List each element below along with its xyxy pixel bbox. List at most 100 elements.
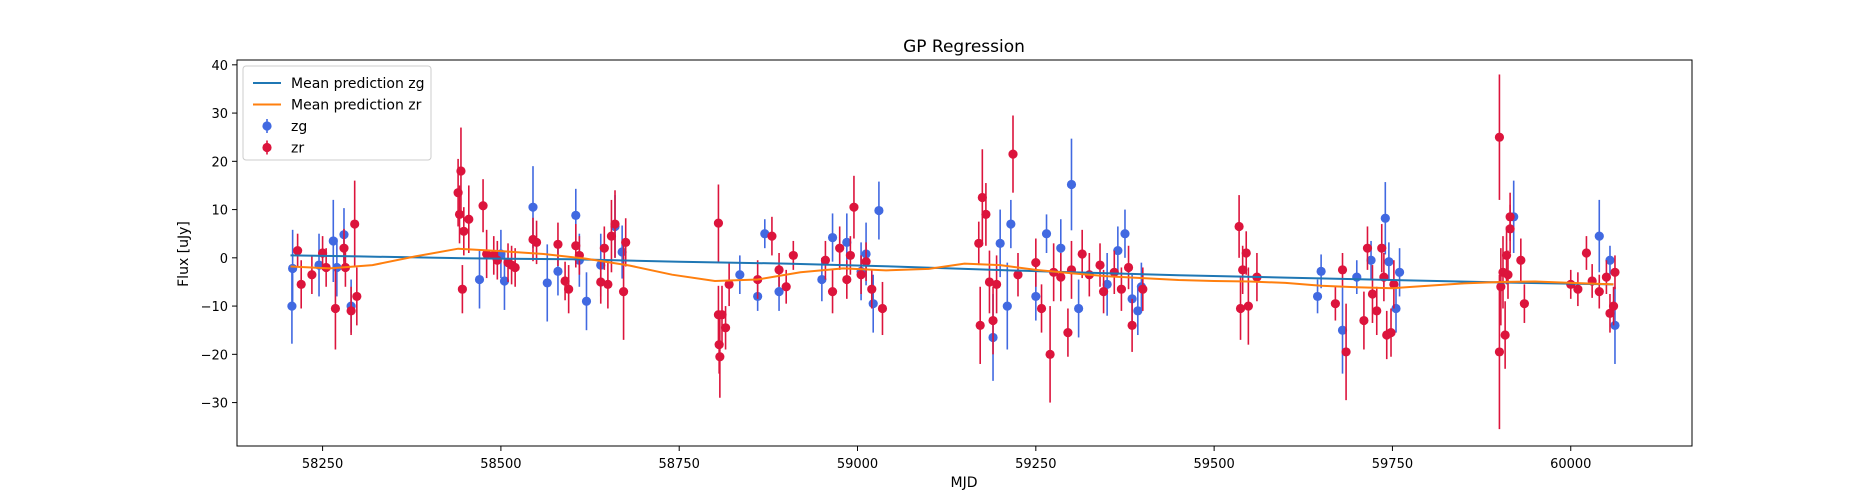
data-point-zr <box>1573 284 1583 294</box>
x-axis-label: MJD <box>951 475 978 491</box>
data-point-zg <box>1366 255 1376 265</box>
data-point-zr <box>464 214 474 224</box>
data-point-zr <box>1389 279 1399 289</box>
data-point-zg <box>995 238 1005 248</box>
data-point-zg <box>774 287 784 297</box>
data-point-zg <box>1102 279 1112 289</box>
data-point-zg <box>1316 266 1326 276</box>
data-point-zr <box>293 245 303 256</box>
data-point-zr <box>456 166 466 176</box>
data-point-zr <box>1359 315 1369 326</box>
data-point-zr <box>867 284 877 294</box>
data-point-zr <box>330 303 341 314</box>
y-tick-label: 20 <box>211 155 228 170</box>
x-tick-label: 59250 <box>1015 457 1056 472</box>
data-point-zg <box>288 263 298 274</box>
data-point-zr <box>877 303 888 314</box>
data-point-zr <box>827 287 838 297</box>
data-point-zr <box>1496 282 1506 292</box>
data-point-zr <box>774 265 784 275</box>
data-point-zr <box>596 277 606 287</box>
data-point-zr <box>1601 272 1612 282</box>
data-point-zr <box>975 320 985 330</box>
data-point-zr <box>1098 287 1109 297</box>
data-point-zr <box>1608 301 1619 311</box>
data-point-zr <box>478 201 488 211</box>
data-point-zg <box>1394 267 1405 277</box>
data-point-zr <box>571 241 581 251</box>
y-tick-label: −10 <box>201 300 228 315</box>
data-point-zg <box>1352 272 1362 282</box>
x-tick-label: 58500 <box>480 457 521 472</box>
data-point-zr <box>531 237 542 247</box>
legend: Mean prediction zg Mean prediction zr zg zr <box>242 65 432 161</box>
data-point-zr <box>1116 284 1127 294</box>
data-point-zg <box>1391 303 1401 314</box>
data-point-zr <box>352 291 362 302</box>
data-point-zr <box>715 352 725 362</box>
data-point-zr <box>788 250 798 261</box>
legend-point-marker <box>262 121 272 131</box>
y-tick-label: 30 <box>211 107 228 122</box>
data-point-zr <box>781 282 791 292</box>
legend-point-marker <box>262 142 272 153</box>
legend-box <box>242 65 432 161</box>
data-point-zr <box>1337 265 1348 275</box>
mean-line-zg <box>290 254 1614 286</box>
data-point-zg <box>1002 301 1012 311</box>
data-point-zr <box>1235 303 1246 314</box>
data-point-zr <box>618 287 629 297</box>
data-point-zg <box>1605 255 1615 265</box>
data-point-zr <box>861 257 871 267</box>
data-point-zg <box>827 232 838 243</box>
data-point-zr <box>1138 284 1148 294</box>
data-point-zr <box>454 209 465 219</box>
data-point-zr <box>296 279 306 289</box>
data-point-zr <box>1367 289 1378 299</box>
data-point-zr <box>981 209 991 219</box>
data-point-zr <box>621 237 631 247</box>
data-point-zr <box>977 192 987 203</box>
data-point-zg <box>617 247 627 257</box>
data-point-zr <box>1610 267 1620 277</box>
data-point-zr <box>1494 132 1505 142</box>
data-point-zr <box>599 243 609 253</box>
plot-area: 58250 58500 58750 59000 59250 59500 59750 60000… <box>201 59 1693 472</box>
legend-label: zg <box>291 119 307 135</box>
data-point-zr <box>1056 272 1066 282</box>
data-point-zr <box>1519 299 1529 309</box>
data-point-zg <box>1380 213 1390 223</box>
x-tick-label: 59000 <box>837 457 878 472</box>
data-point-zr <box>553 239 563 249</box>
data-point-zr <box>1234 221 1244 232</box>
data-point-zr <box>845 250 855 261</box>
data-point-zr <box>984 277 995 287</box>
data-point-zr <box>492 255 502 265</box>
data-point-zg <box>542 278 552 288</box>
data-point-zr <box>1503 270 1513 280</box>
data-point-zg <box>874 205 884 216</box>
data-point-zr <box>564 284 574 294</box>
data-point-zr <box>482 249 492 259</box>
y-tick-label: 10 <box>211 204 228 219</box>
data-point-zr <box>1241 248 1251 258</box>
data-point-zr <box>842 274 852 285</box>
data-point-zr <box>1243 301 1253 311</box>
data-point-zr <box>1109 267 1119 277</box>
data-point-zr <box>974 238 984 248</box>
data-point-zg <box>1074 303 1084 314</box>
legend-label: zr <box>291 141 304 157</box>
data-point-zr <box>1341 347 1351 357</box>
data-point-zg <box>1031 291 1041 302</box>
y-tick-label: −20 <box>201 348 228 363</box>
data-point-zr <box>1013 270 1023 280</box>
data-point-zr <box>991 279 1002 289</box>
x-tick-label: 58250 <box>302 457 343 472</box>
data-point-zg <box>328 236 338 246</box>
data-point-zg <box>581 296 592 306</box>
data-point-zg <box>817 274 827 285</box>
data-point-zr <box>820 255 831 265</box>
data-point-zr <box>1386 328 1396 338</box>
data-point-zg <box>1006 219 1016 229</box>
x-tick-label: 58750 <box>659 457 700 472</box>
